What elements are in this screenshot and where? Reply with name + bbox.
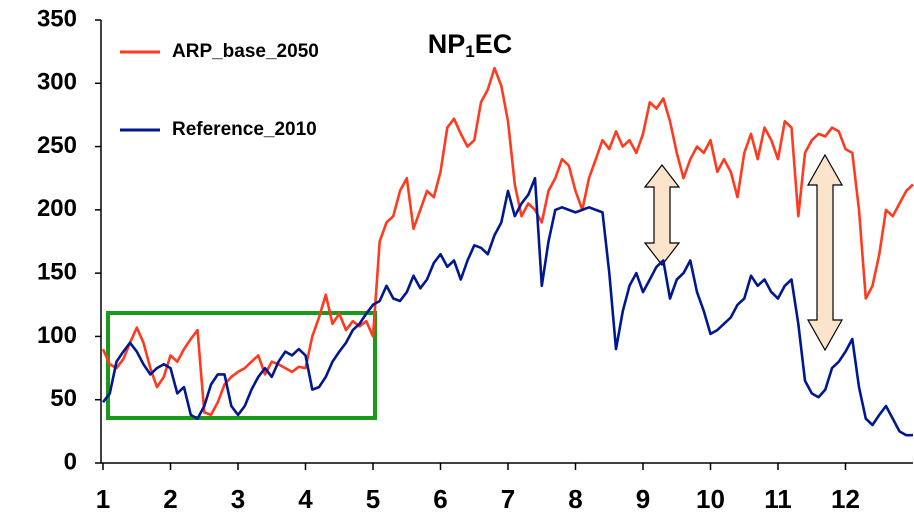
series-line <box>101 66 914 417</box>
y-tick-label: 150 <box>37 258 77 285</box>
y-tick-label: 0 <box>64 448 77 475</box>
x-tick-label: 8 <box>568 484 582 514</box>
y-tick-label: 300 <box>37 69 77 96</box>
double-arrow <box>643 164 681 266</box>
y-tick-label: 100 <box>37 322 77 349</box>
series-line <box>101 176 913 437</box>
x-tick-label: 10 <box>696 484 725 514</box>
legend-label: ARP_base_2050 <box>172 41 319 62</box>
x-tick-label: 2 <box>163 484 177 514</box>
x-tick-label: 5 <box>366 484 380 514</box>
x-tick-label: 1 <box>96 484 110 514</box>
x-tick-label: 12 <box>831 484 860 514</box>
chart-title: NP1EC <box>428 29 513 61</box>
double-arrow <box>806 153 844 352</box>
x-tick-label: 3 <box>231 484 245 514</box>
y-tick-label: 50 <box>50 385 77 412</box>
x-tick-label: 4 <box>298 484 313 514</box>
y-tick-label: 200 <box>37 195 77 222</box>
x-tick-label: 11 <box>764 484 792 514</box>
legend-label: Reference_2010 <box>172 119 317 140</box>
x-tick-label: 6 <box>433 484 447 514</box>
x-tick-label: 7 <box>501 484 515 514</box>
x-tick-label: 9 <box>636 484 650 514</box>
highlight-box <box>106 311 377 420</box>
y-tick-label: 350 <box>37 5 77 32</box>
y-tick-label: 250 <box>37 132 77 159</box>
